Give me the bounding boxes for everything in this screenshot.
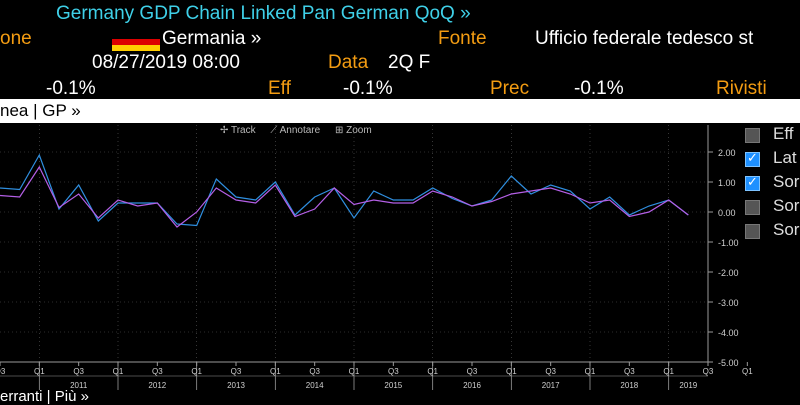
quarter-label: Q1	[113, 367, 124, 376]
legend-checkbox[interactable]	[745, 128, 760, 143]
chart-lines	[0, 153, 689, 228]
year-label: 2018	[620, 381, 638, 390]
y-tick-label: 1.00	[718, 178, 736, 188]
year-label: 2017	[542, 381, 560, 390]
y-tick-label: 2.00	[718, 148, 736, 158]
quarter-label: Q3	[73, 367, 84, 376]
y-tick-label: -5.00	[718, 358, 739, 368]
rivisti-label: Rivisti	[716, 78, 767, 99]
chart-toolbar: ✢ Track ⟋ Annotare ⊞ Zoom	[220, 125, 384, 136]
track-button[interactable]: ✢ Track	[220, 125, 256, 136]
source-label: Fonte	[438, 28, 487, 49]
quarter-label: Q3	[703, 367, 714, 376]
annotate-button[interactable]: ⟋ Annotare	[270, 125, 321, 136]
legend-label: Sor	[773, 196, 800, 215]
quarter-label: Q1	[34, 367, 45, 376]
chart-axes	[0, 125, 748, 390]
quarter-label: Q1	[663, 367, 674, 376]
quarter-label: Q3	[545, 367, 556, 376]
zone-label: one	[0, 28, 32, 49]
quarter-label: Q3	[0, 367, 6, 376]
legend-checkbox[interactable]	[745, 200, 760, 215]
chart-tab-bar[interactable]: nea | GP »	[0, 99, 800, 123]
legend-label: Sor	[773, 172, 800, 191]
data-value: 2Q F	[388, 52, 431, 73]
x-axis-labels: Q3 Q1 Q3 Q1 Q3 Q1 Q3 Q1 Q3 Q1 Q3 Q1 Q3 Q1 Q3 Q1 Q3 Q1 Q3 Q1…	[0, 367, 753, 390]
y-axis-labels: 2.00 1.00 0.00 -1.00 -2.00 -3.00 -4.00 -5.00	[718, 148, 739, 368]
series-line	[0, 153, 689, 227]
bottom-menu[interactable]: erranti | Più »	[0, 388, 89, 405]
quarter-label: Q3	[624, 367, 635, 376]
year-label: 2013	[227, 381, 245, 390]
flag-stripe-black	[112, 33, 160, 39]
data-label: Data	[328, 52, 369, 73]
quarter-label: Q3	[388, 367, 399, 376]
quarter-label: Q1	[349, 367, 360, 376]
quarter-label: Q3	[152, 367, 163, 376]
year-label: 2012	[148, 381, 166, 390]
zoom-button[interactable]: ⊞ Zoom	[334, 125, 372, 136]
germany-flag-icon	[112, 33, 160, 51]
year-label: 2015	[384, 381, 402, 390]
quarter-label: Q1	[742, 367, 753, 376]
series-line	[0, 165, 689, 228]
quarter-label: Q1	[270, 367, 281, 376]
quarter-label: Q1	[506, 367, 517, 376]
legend-label: Lat	[773, 148, 797, 167]
quarter-label: Q3	[231, 367, 242, 376]
quarter-label: Q3	[309, 367, 320, 376]
year-label: 2019	[679, 381, 697, 390]
year-label: 2014	[306, 381, 324, 390]
legend-checkbox[interactable]	[745, 174, 760, 191]
quarter-label: Q1	[585, 367, 596, 376]
country-link[interactable]: Germania »	[162, 28, 262, 49]
flag-stripe-gold	[112, 45, 160, 51]
eff-label: Eff	[268, 78, 291, 99]
survey-value: -0.1%	[46, 78, 96, 99]
y-tick-label: -2.00	[718, 268, 739, 278]
quarter-label: Q3	[467, 367, 478, 376]
chart-grid	[0, 125, 708, 363]
legend-checkbox[interactable]	[745, 224, 760, 239]
flag-stripe-red	[112, 39, 160, 45]
year-label: 2011	[70, 381, 88, 390]
y-tick-label: -1.00	[718, 238, 739, 248]
y-tick-label: -3.00	[718, 298, 739, 308]
eff-value: -0.1%	[343, 78, 393, 99]
prec-label: Prec	[490, 78, 530, 99]
source-value: Ufficio federale tedesco st	[535, 28, 754, 49]
quarter-label: Q1	[191, 367, 202, 376]
y-tick-label: 0.00	[718, 208, 736, 218]
prec-value: -0.1%	[574, 78, 624, 99]
release-datetime: 08/27/2019 08:00	[92, 52, 240, 73]
security-title[interactable]: Germany GDP Chain Linked Pan German QoQ …	[56, 3, 471, 24]
y-tick-label: -4.00	[718, 328, 739, 338]
chart-tab-label[interactable]: nea | GP »	[0, 101, 81, 120]
year-label: 2016	[463, 381, 481, 390]
legend-label: Eff	[773, 124, 794, 143]
legend-label: Sor	[773, 220, 800, 239]
quarter-label: Q1	[427, 367, 438, 376]
legend-checkbox[interactable]	[745, 150, 760, 167]
